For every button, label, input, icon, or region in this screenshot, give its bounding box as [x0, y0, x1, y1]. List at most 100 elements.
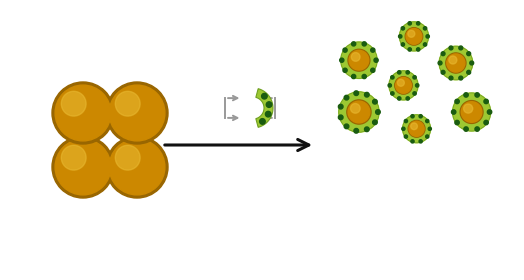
Circle shape [373, 99, 377, 104]
Circle shape [449, 76, 453, 80]
Circle shape [467, 70, 471, 74]
Circle shape [402, 127, 405, 130]
Circle shape [408, 120, 425, 137]
Circle shape [109, 85, 165, 141]
Circle shape [52, 82, 114, 144]
Circle shape [475, 127, 479, 131]
Circle shape [259, 119, 265, 124]
Circle shape [423, 27, 427, 30]
Circle shape [487, 110, 492, 114]
Circle shape [408, 22, 411, 25]
Circle shape [449, 46, 453, 50]
Circle shape [406, 29, 422, 44]
Circle shape [425, 120, 429, 123]
Circle shape [464, 93, 468, 97]
Circle shape [453, 93, 490, 131]
Circle shape [339, 92, 379, 132]
Circle shape [464, 127, 468, 131]
Circle shape [396, 78, 411, 93]
Circle shape [417, 48, 420, 51]
Circle shape [348, 49, 370, 71]
Circle shape [348, 101, 370, 123]
Circle shape [351, 53, 360, 61]
Circle shape [362, 74, 366, 79]
Circle shape [343, 48, 347, 52]
Circle shape [349, 50, 369, 70]
Circle shape [352, 74, 356, 79]
Circle shape [452, 110, 456, 114]
Circle shape [391, 76, 394, 79]
Circle shape [405, 135, 408, 138]
Circle shape [109, 139, 165, 195]
Circle shape [405, 120, 408, 123]
Circle shape [370, 48, 375, 52]
Circle shape [339, 115, 343, 120]
Circle shape [446, 53, 466, 73]
Circle shape [397, 79, 405, 86]
Circle shape [413, 92, 416, 95]
Circle shape [455, 120, 459, 125]
Circle shape [376, 110, 380, 114]
Circle shape [449, 56, 457, 64]
Circle shape [417, 22, 420, 25]
Circle shape [365, 127, 369, 132]
Circle shape [408, 48, 411, 51]
Circle shape [438, 61, 442, 65]
Circle shape [441, 70, 445, 74]
Circle shape [344, 95, 349, 100]
Circle shape [470, 61, 474, 65]
Circle shape [467, 52, 471, 56]
Circle shape [475, 93, 479, 97]
Circle shape [399, 22, 429, 51]
Circle shape [106, 136, 168, 198]
Circle shape [398, 97, 401, 100]
Circle shape [55, 85, 111, 141]
Circle shape [362, 42, 366, 46]
Circle shape [426, 35, 429, 38]
Circle shape [461, 102, 482, 122]
Circle shape [370, 68, 375, 72]
Circle shape [411, 123, 418, 130]
Circle shape [341, 42, 377, 78]
Circle shape [354, 91, 358, 95]
Circle shape [352, 42, 356, 46]
Circle shape [413, 76, 416, 79]
Circle shape [402, 115, 431, 143]
Circle shape [339, 104, 343, 109]
Circle shape [484, 120, 488, 125]
Circle shape [428, 127, 431, 130]
Circle shape [416, 84, 419, 87]
Circle shape [266, 102, 272, 108]
Circle shape [395, 77, 412, 94]
Circle shape [408, 30, 415, 37]
Circle shape [464, 104, 473, 113]
Circle shape [419, 140, 422, 143]
Circle shape [447, 54, 465, 72]
Circle shape [441, 52, 445, 56]
Circle shape [61, 91, 86, 116]
Circle shape [401, 27, 405, 30]
Circle shape [340, 58, 344, 62]
Circle shape [399, 35, 402, 38]
Circle shape [401, 43, 405, 46]
Circle shape [411, 115, 414, 118]
Circle shape [261, 94, 267, 99]
Circle shape [343, 68, 347, 72]
Circle shape [344, 124, 349, 129]
Circle shape [406, 97, 409, 100]
Circle shape [455, 99, 459, 104]
Circle shape [351, 104, 360, 113]
Circle shape [409, 121, 424, 136]
Circle shape [52, 136, 114, 198]
Circle shape [115, 145, 140, 170]
Circle shape [115, 91, 140, 116]
Circle shape [423, 43, 427, 46]
Circle shape [459, 76, 463, 80]
Circle shape [373, 120, 377, 125]
Circle shape [425, 135, 429, 138]
Circle shape [389, 71, 418, 100]
Circle shape [347, 100, 371, 124]
Circle shape [106, 82, 168, 144]
Circle shape [459, 46, 463, 50]
Circle shape [265, 111, 271, 117]
